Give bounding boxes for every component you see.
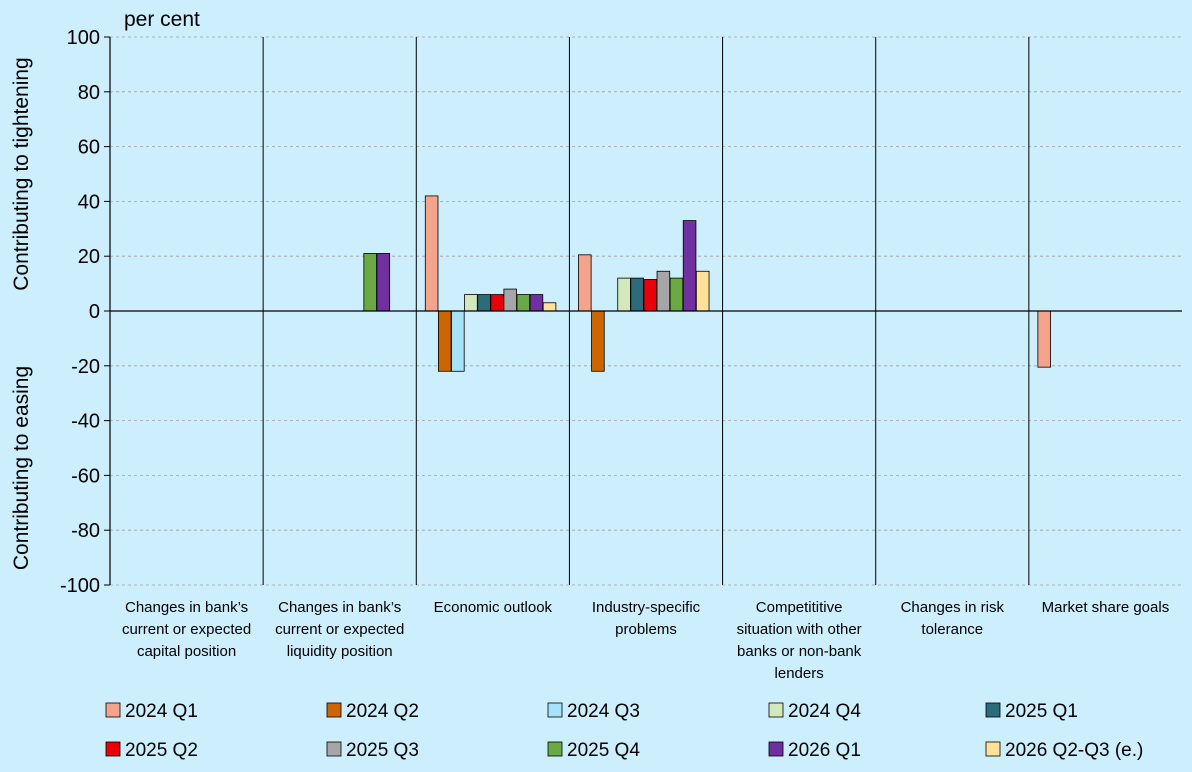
bar — [516, 294, 531, 312]
bar — [363, 253, 377, 312]
legend-label: 2025 Q1 — [1005, 701, 1078, 722]
category-label: Changes in risk — [901, 599, 1005, 616]
y-tick-label: 20 — [78, 246, 100, 268]
legend-swatch — [768, 741, 784, 757]
bar — [542, 302, 557, 312]
category-label: problems — [615, 621, 677, 638]
bar — [617, 277, 631, 312]
bar — [669, 277, 684, 312]
legend-swatch — [547, 702, 563, 718]
y-tick-label: -80 — [71, 520, 100, 542]
bar — [451, 310, 465, 372]
y-tick-label: -40 — [71, 411, 100, 433]
legend-label: 2025 Q2 — [125, 740, 198, 761]
bar — [656, 270, 671, 312]
legend-label: 2024 Q3 — [567, 701, 640, 722]
legend-swatch — [985, 741, 1001, 757]
gridlines — [104, 36, 1182, 586]
bars — [363, 195, 1051, 372]
category-label: capital position — [137, 643, 236, 660]
legend-label: 2024 Q1 — [125, 701, 198, 722]
category-label: Industry-specific — [592, 599, 701, 616]
bar — [490, 294, 504, 312]
y-tick-label: -20 — [71, 356, 100, 378]
legend-swatch — [547, 741, 563, 757]
bar — [591, 310, 605, 372]
legend-swatch — [768, 702, 784, 718]
y-tick-label: -60 — [71, 465, 100, 487]
unit-label: per cent — [124, 8, 200, 31]
category-label: Changes in bank’s — [125, 599, 248, 616]
category-label: Economic outlook — [434, 599, 553, 616]
legend-swatch — [985, 702, 1001, 718]
bar — [376, 253, 391, 312]
category-label: current or expected — [275, 621, 404, 638]
category-label: tolerance — [921, 621, 983, 638]
bar — [695, 270, 710, 312]
category-label: Market share goals — [1042, 599, 1170, 616]
y-tick-label: 0 — [89, 301, 100, 323]
category-label: lenders — [775, 665, 824, 682]
y-tick-label: -100 — [60, 575, 100, 597]
y-tick-labels: 100 80 60 40 20 0 -20 -40 -60 -80 -100 — [60, 27, 100, 597]
legend-label: 2026 Q1 — [788, 740, 861, 761]
bar — [1037, 310, 1051, 368]
category-label: current or expected — [122, 621, 251, 638]
y-tick-label: 80 — [78, 82, 100, 104]
legend: 2024 Q1 2024 Q2 2024 Q3 2024 Q4 2025 Q1 2025 … — [105, 701, 1143, 761]
y-tick-label: 60 — [78, 137, 100, 159]
bar — [503, 288, 517, 312]
legend-swatch — [326, 702, 342, 718]
bar — [424, 195, 439, 312]
legend-swatch — [326, 741, 342, 757]
legend-swatch — [105, 741, 121, 757]
category-label: situation with other — [737, 621, 862, 638]
bar — [464, 294, 478, 312]
category-label: banks or non-bank — [737, 643, 862, 660]
category-labels: Changes in bank’s current or expected capi… — [122, 599, 1169, 682]
bar — [529, 294, 544, 312]
y-tick-label: 40 — [78, 191, 100, 213]
category-label: Changes in bank’s — [278, 599, 401, 616]
y-label-tightening: Contributing to tightening — [10, 57, 33, 291]
y-tick-label: 100 — [67, 27, 100, 49]
axes — [109, 37, 1182, 585]
bar — [437, 310, 452, 372]
category-label: Competititive — [756, 599, 843, 616]
legend-label: 2024 Q2 — [346, 701, 419, 722]
legend-label: 2025 Q3 — [346, 740, 419, 761]
bar — [682, 220, 697, 312]
legend-label: 2026 Q2-Q3 (e.) — [1005, 740, 1143, 761]
y-label-easing: Contributing to easing — [10, 366, 33, 570]
bar — [643, 279, 658, 312]
category-label: liquidity position — [287, 643, 393, 660]
bar — [578, 254, 592, 312]
legend-swatch — [105, 702, 121, 718]
legend-label: 2024 Q4 — [788, 701, 861, 722]
legend-label: 2025 Q4 — [567, 740, 640, 761]
bar — [477, 294, 491, 312]
bar — [630, 277, 644, 312]
